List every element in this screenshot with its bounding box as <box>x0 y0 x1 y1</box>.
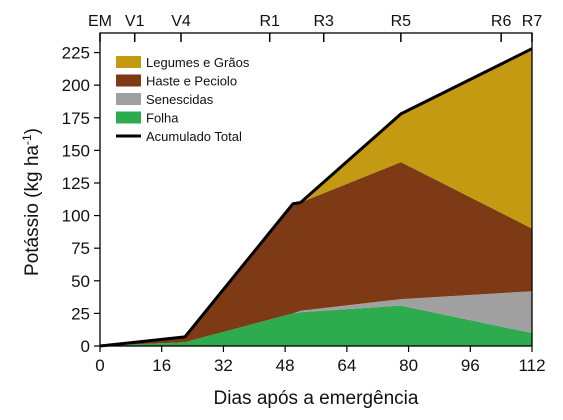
y-tick-label: 200 <box>62 76 90 95</box>
legend-swatch <box>116 111 141 124</box>
stage-label-r7: R7 <box>522 13 543 30</box>
y-tick-label: 150 <box>62 141 90 160</box>
y-axis-title: Potássio (kg ha-1) <box>20 128 43 276</box>
y-tick-label: 0 <box>81 337 90 356</box>
legend-label: Folha <box>146 111 179 126</box>
area-senescidas <box>100 291 532 346</box>
legend-swatch <box>116 56 141 68</box>
x-tick-label: 112 <box>518 356 545 375</box>
y-tick-label: 75 <box>71 239 90 258</box>
y-tick-label: 225 <box>62 44 90 63</box>
stage-axis: EM V1 V4 R1 R3 R5 R6 R7 <box>88 13 542 42</box>
x-axis-title: Dias após a emergência <box>214 388 419 409</box>
legend-label: Legumes e Grãos <box>146 55 250 70</box>
stage-label-r1: R1 <box>259 13 280 30</box>
stage-label-r5: R5 <box>391 13 412 30</box>
x-tick-label: 96 <box>461 356 480 375</box>
area-folha <box>100 305 532 346</box>
x-tick-label: 0 <box>95 356 104 375</box>
total-line-layer <box>99 47 533 348</box>
y-tick-label: 125 <box>62 174 90 193</box>
total-line <box>99 47 533 348</box>
x-tick-label: 16 <box>152 356 171 375</box>
legend-swatch <box>116 93 141 105</box>
legend-label: Senescidas <box>146 92 214 107</box>
stage-label-v4: V4 <box>171 13 191 30</box>
stage-label-v1: V1 <box>125 13 145 30</box>
x-tick-label: 32 <box>214 356 233 375</box>
x-tick-label: 48 <box>276 356 295 375</box>
area-haste-e-peciolo <box>100 162 532 346</box>
y-tick-label: 100 <box>62 207 90 226</box>
legend-label: Haste e Peciolo <box>146 74 237 89</box>
y-axis-title-end: ) <box>22 128 43 134</box>
y-tick-label: 175 <box>62 109 90 128</box>
plot-frame <box>99 32 533 347</box>
x-tick-label: 64 <box>337 356 356 375</box>
legend-swatch <box>116 74 141 87</box>
plot-border <box>99 32 533 347</box>
stage-label-em: EM <box>88 13 112 30</box>
legend-label: Acumulado Total <box>146 129 242 144</box>
y-tick-label: 25 <box>71 304 90 323</box>
stacked-areas <box>100 48 532 346</box>
y-tick-label: 50 <box>71 272 90 291</box>
stage-label-r6: R6 <box>491 13 512 30</box>
y-axis-title-main: Potássio (kg ha <box>22 145 43 276</box>
y-axis-title-superscript: -1 <box>20 134 34 145</box>
y-axis: 0 25 50 75 100 125 150 175 200 225 <box>62 44 100 356</box>
x-axis: 0 16 32 48 64 80 96 112 <box>95 346 546 375</box>
stage-label-r3: R3 <box>313 13 334 30</box>
x-tick-label: 80 <box>399 356 418 375</box>
area-legumes-e-gr-os <box>100 48 532 346</box>
legend: Legumes e Grãos Haste e Peciolo Senescidas… <box>116 55 250 144</box>
